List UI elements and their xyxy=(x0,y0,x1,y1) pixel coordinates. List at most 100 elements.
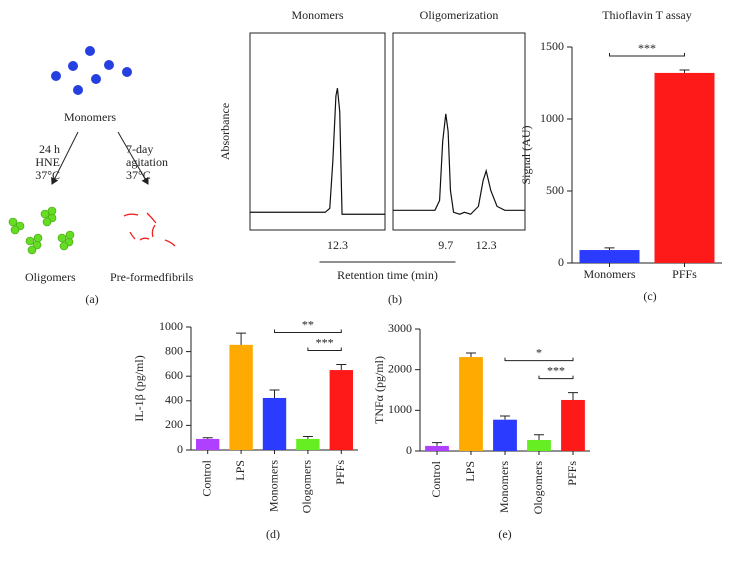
trace xyxy=(250,88,385,215)
error-bar xyxy=(269,389,280,398)
bar xyxy=(561,399,585,451)
error-bar xyxy=(202,437,213,439)
panel-label: (d) xyxy=(266,527,280,541)
start-label: Monomers xyxy=(64,110,116,124)
error-bar xyxy=(466,352,476,358)
x-tick-label: PFFs xyxy=(333,460,347,485)
monomer-dot xyxy=(122,67,132,77)
x-tick-label: LPS xyxy=(463,461,477,482)
y-tick-label: 0 xyxy=(558,255,564,269)
x-tick-label: PFFs xyxy=(672,267,697,281)
monomer-dot xyxy=(91,74,101,84)
y-tick-label: 600 xyxy=(165,368,183,382)
x-tick-label: Control xyxy=(429,460,443,497)
panel-title: Oligomerization xyxy=(420,8,499,22)
bar xyxy=(493,419,517,451)
condition: 7-day xyxy=(126,142,153,156)
x-axis-label: Retention time (min) xyxy=(337,268,438,282)
y-tick-label: 500 xyxy=(546,183,564,197)
significance-label: *** xyxy=(547,363,565,377)
bar xyxy=(296,438,320,450)
significance-label: * xyxy=(536,345,542,359)
y-tick-label: 1000 xyxy=(388,402,412,416)
y-axis-label: Absorbance xyxy=(218,103,232,160)
oligomer-clusters xyxy=(8,206,75,255)
error-bar xyxy=(534,434,544,441)
monomer-dot xyxy=(85,46,95,56)
bar xyxy=(579,250,640,263)
monomer-dots xyxy=(51,46,132,95)
arrow xyxy=(117,131,149,185)
error-bar xyxy=(236,332,247,345)
condition: HNE xyxy=(35,155,60,169)
significance-bracket xyxy=(274,329,342,334)
monomer-dot xyxy=(51,71,61,81)
y-tick-label: 1000 xyxy=(540,111,564,125)
plot-frame xyxy=(392,32,526,231)
bar xyxy=(329,370,353,450)
y-tick-label: 200 xyxy=(165,417,183,431)
significance-bracket xyxy=(538,375,574,380)
error-bar xyxy=(500,415,510,420)
significance-label: *** xyxy=(638,41,656,55)
panel-label: (b) xyxy=(388,292,402,306)
error-bar xyxy=(568,392,578,400)
y-tick-label: 800 xyxy=(165,343,183,357)
y-axis-label: Signal (AU) xyxy=(519,126,533,185)
panel-title: Monomers xyxy=(292,8,344,22)
x-tick-label: LPS xyxy=(233,460,247,481)
y-tick-label: 1000 xyxy=(159,319,183,333)
significance-label: *** xyxy=(316,335,334,349)
error-bar xyxy=(302,435,313,439)
bar xyxy=(196,438,220,450)
x-tick-label: Ologomers xyxy=(531,461,545,515)
bar xyxy=(527,440,551,451)
error-bar xyxy=(336,364,347,371)
monomer-dot xyxy=(68,61,78,71)
panel-label: (c) xyxy=(643,289,656,303)
significance-bracket xyxy=(307,347,342,352)
significance-label: ** xyxy=(302,317,314,331)
y-tick-label: 3000 xyxy=(388,321,412,335)
x-tick-label: PFFs xyxy=(565,461,579,486)
y-axis-label: TNFα (pg/ml) xyxy=(372,356,386,424)
fibrils xyxy=(123,212,176,247)
trace xyxy=(393,113,525,215)
bar xyxy=(262,397,287,450)
error-bar xyxy=(432,442,442,446)
monomer-dot xyxy=(104,60,114,70)
panel-label: (a) xyxy=(85,292,98,306)
product-label: Pre-formedfibrils xyxy=(110,270,194,284)
bar xyxy=(425,445,449,451)
product-label: Oligomers xyxy=(25,270,76,284)
error-bar xyxy=(679,69,690,73)
chart-title: Thioflavin T assay xyxy=(602,8,692,22)
y-axis-label: IL-1β (pg/ml) xyxy=(132,355,146,421)
x-tick-label: 12.3 xyxy=(476,238,497,252)
condition: 24 h xyxy=(39,142,60,156)
bar xyxy=(229,344,253,450)
y-tick-label: 400 xyxy=(165,393,183,407)
x-tick-label: 12.3 xyxy=(327,238,348,252)
condition: agitation xyxy=(126,155,168,169)
x-tick-label: 9.7 xyxy=(438,238,453,252)
arrow xyxy=(51,131,79,185)
bar xyxy=(654,72,715,263)
significance-bracket xyxy=(609,53,685,57)
y-tick-label: 0 xyxy=(406,443,412,457)
condition: 37°C xyxy=(35,168,60,182)
x-tick-label: Control xyxy=(199,459,213,496)
x-tick-label: Ologomers xyxy=(300,460,314,514)
error-bar xyxy=(604,247,615,251)
x-tick-label: Monomers xyxy=(497,461,511,513)
x-tick-label: Monomers xyxy=(584,267,636,281)
x-tick-label: Monomers xyxy=(266,460,280,512)
significance-bracket xyxy=(504,357,574,362)
y-tick-label: 1500 xyxy=(540,39,564,53)
bar xyxy=(459,357,483,451)
plot-frame xyxy=(249,32,386,231)
panel-label: (e) xyxy=(498,527,511,541)
y-tick-label: 0 xyxy=(177,442,183,456)
